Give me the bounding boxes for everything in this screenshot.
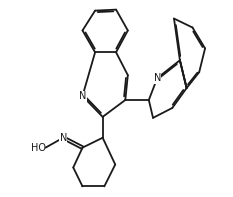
Text: N: N (154, 73, 161, 83)
Text: HO: HO (31, 143, 46, 153)
Text: N: N (59, 133, 67, 143)
Text: N: N (79, 91, 86, 101)
